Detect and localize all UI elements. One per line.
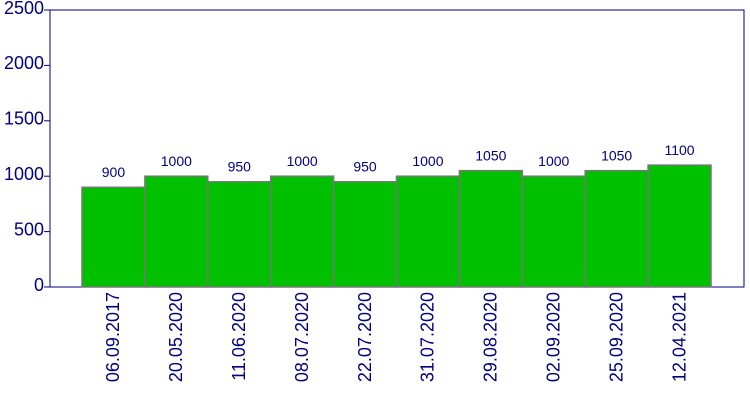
bar xyxy=(332,180,398,288)
value-label: 1050 xyxy=(601,147,632,163)
x-tick-label: 31.07.2020 xyxy=(418,292,438,382)
value-label: 900 xyxy=(102,164,126,180)
x-tick-label: 12.04.2021 xyxy=(669,292,689,382)
x-tick-label: 06.09.2017 xyxy=(103,292,123,382)
value-label: 1100 xyxy=(664,142,694,158)
x-tick-label: 22.07.2020 xyxy=(355,292,375,382)
bar xyxy=(584,169,649,288)
x-tick-label: 20.05.2020 xyxy=(166,292,186,382)
x-tick-label: 25.09.2020 xyxy=(606,292,626,382)
bar xyxy=(207,180,272,288)
x-tick-label: 02.09.2020 xyxy=(544,292,564,382)
bar xyxy=(395,175,461,288)
y-tick-label: 0 xyxy=(34,275,44,295)
bar xyxy=(458,169,524,288)
bar xyxy=(144,175,209,288)
bar xyxy=(521,175,586,288)
value-label: 1000 xyxy=(538,153,569,169)
value-label: 1000 xyxy=(412,153,443,169)
value-label: 1050 xyxy=(475,147,506,163)
y-tick-label: 2500 xyxy=(4,0,44,18)
y-tick-label: 1500 xyxy=(4,109,44,129)
value-label: 950 xyxy=(353,158,377,174)
y-tick-label: 1000 xyxy=(4,164,44,184)
value-label: 1000 xyxy=(161,153,192,169)
y-tick-label: 500 xyxy=(14,219,44,239)
x-tick-label: 08.07.2020 xyxy=(292,292,312,382)
y-tick-label: 2000 xyxy=(4,53,44,73)
x-tick-label: 11.06.2020 xyxy=(229,292,249,381)
bar xyxy=(81,186,146,288)
x-tick-label: 29.08.2020 xyxy=(481,292,501,382)
value-label: 950 xyxy=(228,158,252,174)
bar xyxy=(647,164,712,288)
bar xyxy=(269,175,335,288)
value-label: 1000 xyxy=(287,153,318,169)
